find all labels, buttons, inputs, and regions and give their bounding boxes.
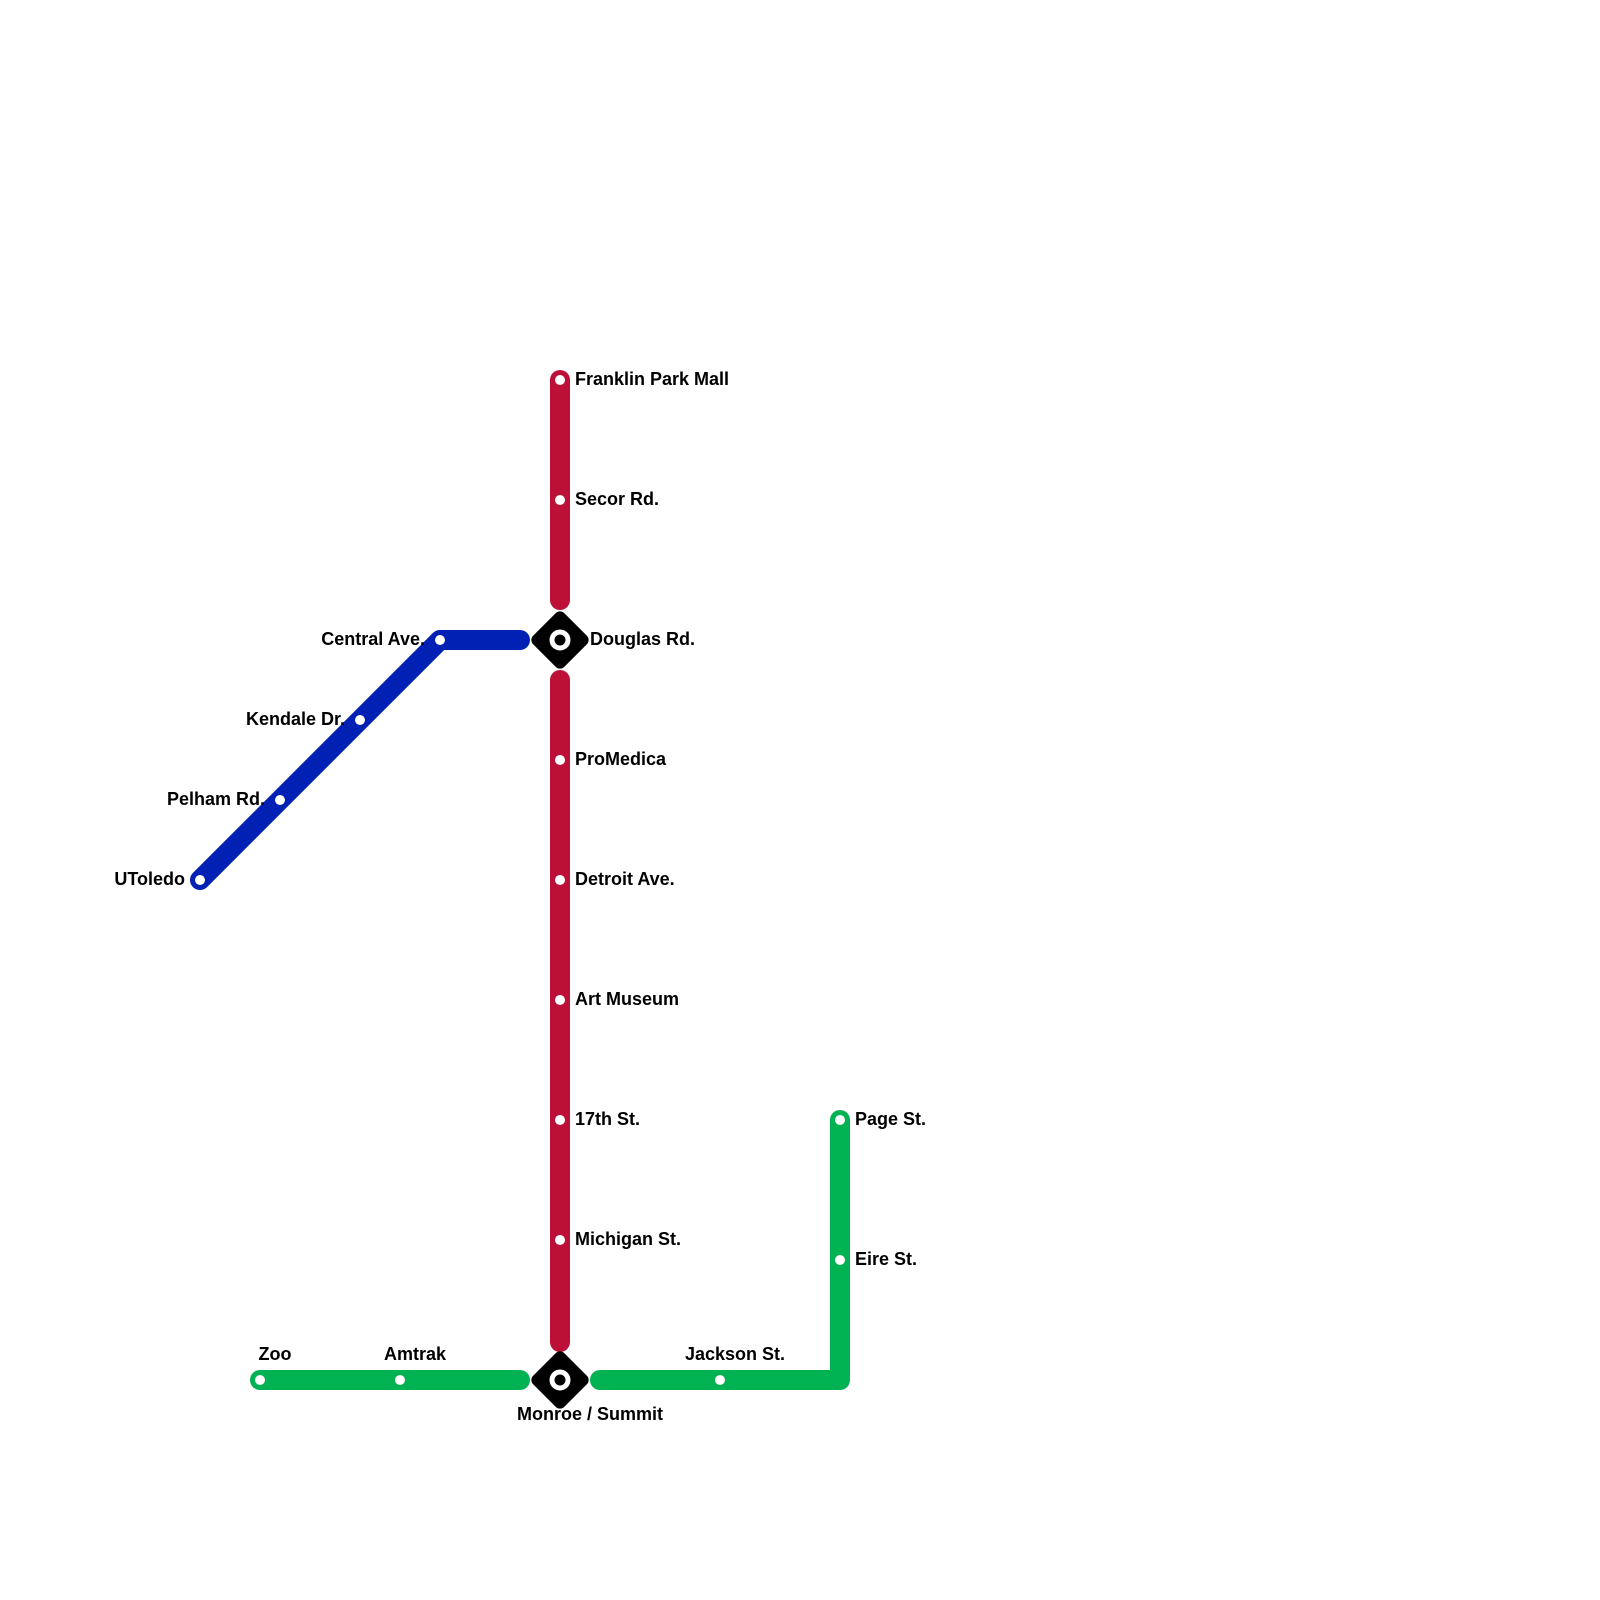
- station-pelham-rd[interactable]: [275, 795, 285, 805]
- station-eire-st[interactable]: [835, 1255, 845, 1265]
- station-detroit-ave[interactable]: [555, 875, 565, 885]
- station-amtrak[interactable]: [395, 1375, 405, 1385]
- label-eire-st: Eire St.: [855, 1249, 917, 1269]
- station-page-st[interactable]: [835, 1115, 845, 1125]
- label-monroe-summit: Monroe / Summit: [517, 1404, 663, 1424]
- station-utoledo[interactable]: [195, 875, 205, 885]
- label-pelham-rd: Pelham Rd.: [167, 789, 265, 809]
- station-17th-st[interactable]: [555, 1115, 565, 1125]
- label-kendale-dr: Kendale Dr.: [246, 709, 345, 729]
- station-franklin-park-mall[interactable]: [555, 375, 565, 385]
- label-promedica: ProMedica: [575, 749, 667, 769]
- station-art-museum[interactable]: [555, 995, 565, 1005]
- label-secor-rd: Secor Rd.: [575, 489, 659, 509]
- station-michigan-st[interactable]: [555, 1235, 565, 1245]
- station-central-ave[interactable]: [435, 635, 445, 645]
- label-central-ave: Central Ave.: [321, 629, 425, 649]
- station-kendale-dr[interactable]: [355, 715, 365, 725]
- station-secor-rd[interactable]: [555, 495, 565, 505]
- label-page-st: Page St.: [855, 1109, 926, 1129]
- station-zoo[interactable]: [255, 1375, 265, 1385]
- label-franklin-park-mall: Franklin Park Mall: [575, 369, 729, 389]
- label-douglas-rd: Douglas Rd.: [590, 629, 695, 649]
- station-jackson-st[interactable]: [715, 1375, 725, 1385]
- label-utoledo: UToledo: [114, 869, 185, 889]
- green-line-east: [590, 1110, 850, 1390]
- label-art-museum: Art Museum: [575, 989, 679, 1009]
- station-promedica[interactable]: [555, 755, 565, 765]
- label-detroit-ave: Detroit Ave.: [575, 869, 675, 889]
- label-17th-st: 17th St.: [575, 1109, 640, 1129]
- station-dots: [195, 375, 845, 1385]
- label-michigan-st: Michigan St.: [575, 1229, 681, 1249]
- blue-line: [190, 630, 530, 890]
- interchange-monroe-summit[interactable]: [529, 1349, 591, 1411]
- label-amtrak: Amtrak: [384, 1344, 447, 1364]
- label-zoo: Zoo: [259, 1344, 292, 1364]
- interchange-douglas-rd[interactable]: [529, 609, 591, 671]
- label-jackson-st: Jackson St.: [685, 1344, 785, 1364]
